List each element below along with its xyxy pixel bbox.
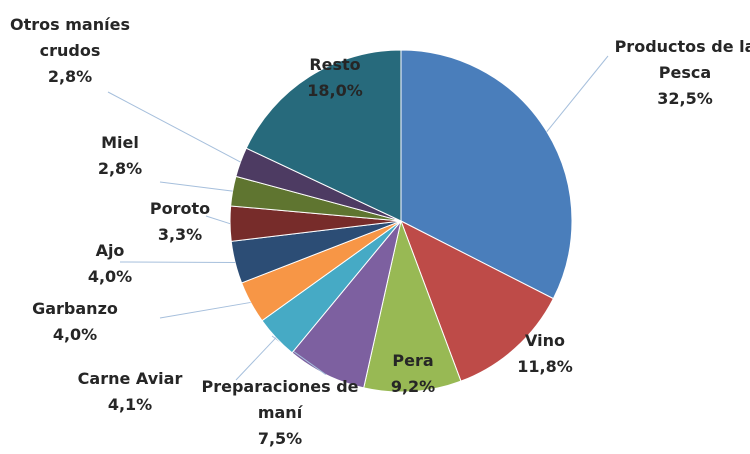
- category-name: Poroto: [149, 199, 211, 218]
- leader-line: [235, 337, 277, 381]
- slice-label: Productos de la Pesca 32,5%: [610, 34, 750, 112]
- category-name: Productos de la Pesca: [614, 37, 750, 82]
- value-label: 2,8%: [47, 67, 93, 86]
- slice-label: Preparaciones de maní 7,5%: [200, 374, 360, 452]
- value-label: 9,2%: [390, 377, 436, 396]
- leader-line: [205, 215, 231, 225]
- category-name: Garbanzo: [32, 299, 118, 318]
- slice-label: Resto 18,0%: [290, 52, 380, 104]
- slice-label: Garbanzo 4,0%: [20, 296, 130, 348]
- slice-label: Carne Aviar 4,1%: [60, 366, 200, 418]
- slice-label: Poroto 3,3%: [135, 196, 225, 248]
- slice-label: Vino 11,8%: [495, 328, 595, 380]
- value-label: 4,0%: [52, 325, 98, 344]
- leader-line: [107, 91, 241, 163]
- value-label: 2,8%: [97, 159, 143, 178]
- slice-label: Miel 2,8%: [70, 130, 170, 182]
- category-name: Miel: [101, 133, 139, 152]
- pie-slice: [363, 219, 462, 393]
- pie-slice: [245, 49, 402, 222]
- value-label: 3,3%: [157, 225, 203, 244]
- value-label: 18,0%: [307, 81, 363, 100]
- value-label: 4,1%: [107, 395, 153, 414]
- value-label: 32,5%: [657, 89, 713, 108]
- value-label: 4,0%: [87, 267, 133, 286]
- slice-label: Ajo 4,0%: [70, 238, 150, 290]
- value-label: 11,8%: [517, 357, 573, 376]
- category-name: Resto: [309, 55, 361, 74]
- pie-slice: [400, 49, 573, 300]
- leader-line: [159, 301, 251, 319]
- leader-line: [546, 55, 609, 132]
- category-name: Otros maníes crudos: [10, 15, 130, 60]
- category-name: Preparaciones de maní: [201, 377, 359, 422]
- slice-label: Pera 9,2%: [368, 348, 458, 400]
- category-name: Ajo: [95, 241, 125, 260]
- category-name: Carne Aviar: [77, 369, 183, 388]
- value-label: 7,5%: [257, 429, 303, 448]
- category-name: Pera: [392, 351, 434, 370]
- category-name: Vino: [525, 331, 565, 350]
- slice-label: Otros maníes crudos 2,8%: [0, 12, 140, 90]
- pie-slice: [400, 219, 555, 382]
- leader-line: [159, 181, 233, 192]
